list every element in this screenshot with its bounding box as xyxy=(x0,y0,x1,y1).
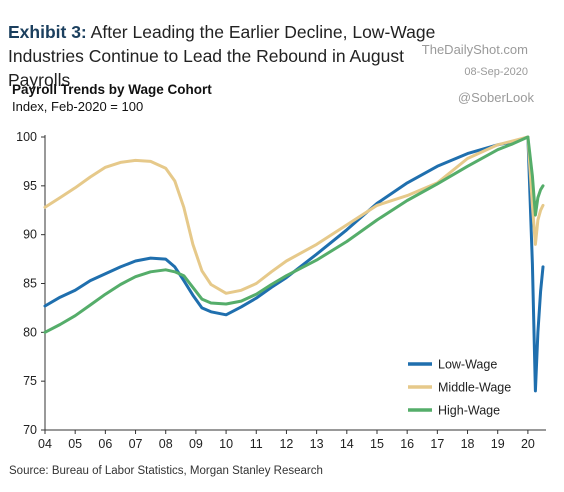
legend-label-high-wage: High-Wage xyxy=(438,404,500,418)
watermark-date: 08-Sep-2020 xyxy=(464,66,528,78)
exhibit-title-lead: Exhibit 3: xyxy=(8,22,87,42)
legend-label-middle-wage: Middle-Wage xyxy=(438,381,511,395)
x-tick-label: 11 xyxy=(250,437,263,451)
y-tick-label: 85 xyxy=(23,277,37,291)
x-tick-label: 18 xyxy=(461,437,475,451)
series-line-high-wage xyxy=(43,135,545,334)
x-tick-label: 13 xyxy=(310,437,324,451)
y-tick-label: 100 xyxy=(16,130,37,144)
x-tick-label: 05 xyxy=(68,437,82,451)
legend-label-low-wage: Low-Wage xyxy=(438,358,497,372)
y-tick-label: 75 xyxy=(23,374,37,388)
series-line-low-wage xyxy=(43,135,545,393)
chart-title: Payroll Trends by Wage Cohort xyxy=(12,82,212,97)
x-tick-label: 20 xyxy=(521,437,535,451)
exhibit-title: Exhibit 3: After Leading the Earlier Dec… xyxy=(8,20,448,92)
exhibit-title-text: After Leading the Earlier Decline, Low-W… xyxy=(8,22,436,90)
x-tick-label: 12 xyxy=(279,437,293,451)
x-tick-label: 10 xyxy=(219,437,233,451)
x-tick-label: 09 xyxy=(189,437,203,451)
chart-subtitle: Index, Feb-2020 = 100 xyxy=(12,99,144,114)
x-tick-label: 16 xyxy=(400,437,414,451)
x-tick-label: 15 xyxy=(370,437,384,451)
y-tick-label: 95 xyxy=(23,179,37,193)
x-tick-label: 06 xyxy=(98,437,112,451)
x-tick-label: 19 xyxy=(491,437,505,451)
source-note: Source: Bureau of Labor Statistics, Morg… xyxy=(9,465,323,477)
x-tick-label: 17 xyxy=(430,437,444,451)
y-tick-label: 80 xyxy=(23,325,37,339)
x-tick-label: 04 xyxy=(38,437,52,451)
x-tick-label: 08 xyxy=(159,437,173,451)
watermark-brand: TheDailyShot.com xyxy=(421,42,528,57)
y-tick-label: 70 xyxy=(23,423,37,437)
watermark-handle: @SoberLook xyxy=(457,90,534,105)
x-tick-label: 14 xyxy=(340,437,354,451)
y-tick-label: 90 xyxy=(23,228,37,242)
x-tick-label: 07 xyxy=(129,437,143,451)
